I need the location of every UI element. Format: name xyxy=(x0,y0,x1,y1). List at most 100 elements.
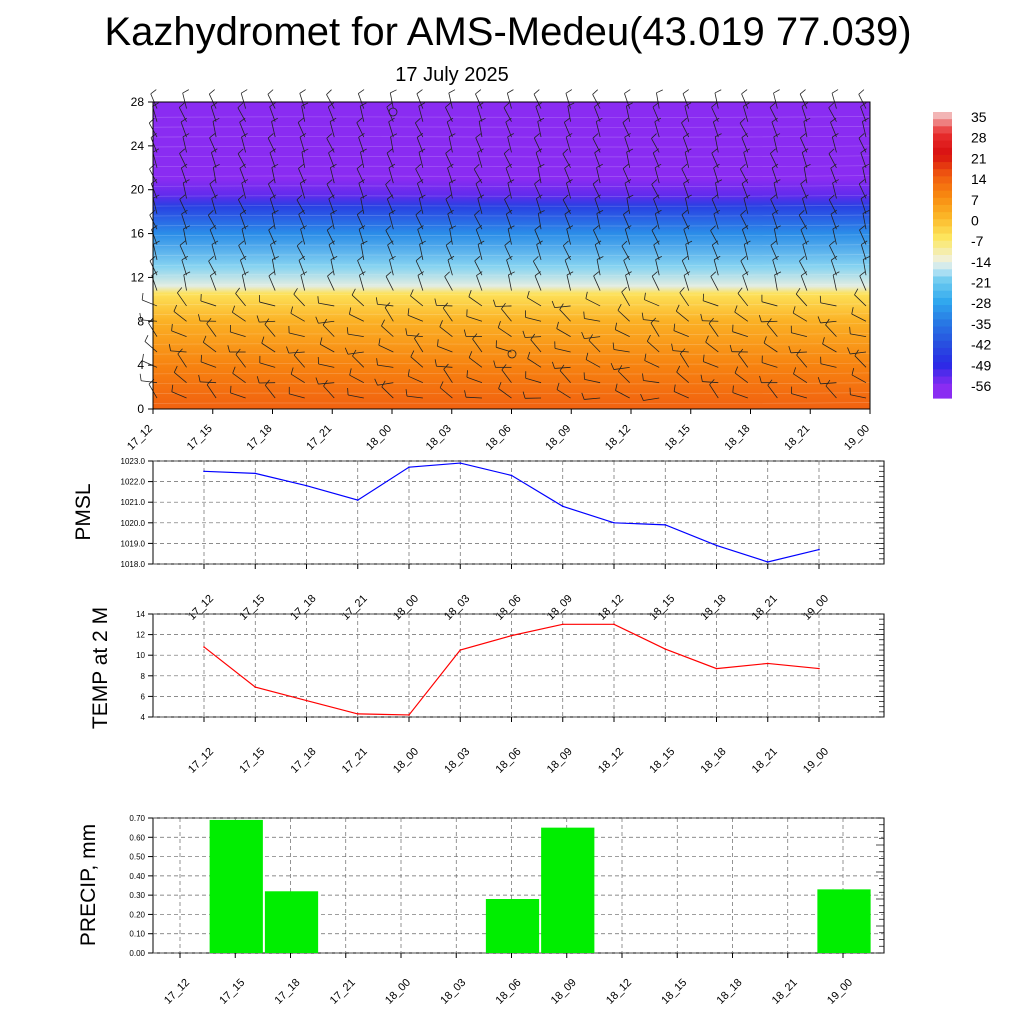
temp-ytick-label: 6 xyxy=(141,692,146,701)
precip-bar xyxy=(209,819,263,953)
heatmap-xtick-label: 19_00 xyxy=(842,423,872,453)
contour-line xyxy=(152,194,871,197)
wind-barb-column xyxy=(522,89,545,399)
colorbar-band xyxy=(933,126,952,135)
colorbar-band xyxy=(933,226,952,235)
temp-point xyxy=(715,667,718,670)
colorbar-band xyxy=(933,333,952,342)
chart-subtitle: 17 July 2025 xyxy=(395,64,509,86)
contour-line xyxy=(152,175,871,178)
temp-ytick-label: 4 xyxy=(141,713,146,722)
contour-line xyxy=(152,264,871,266)
contour-line xyxy=(152,382,871,385)
contour-line xyxy=(152,244,871,247)
contour-line xyxy=(152,116,871,118)
precip-ylabel: PRECIP, mm xyxy=(77,824,100,946)
precip-ytick-label: 0.50 xyxy=(129,853,145,862)
pmsl-point xyxy=(459,462,462,464)
pmsl-frame xyxy=(152,460,885,565)
temp-ylabel: TEMP at 2 M xyxy=(89,607,112,729)
colorbar-band xyxy=(933,347,952,356)
colorbar-band xyxy=(933,219,952,227)
precip-ytick-label: 0.40 xyxy=(129,872,145,881)
temp-ytick-label: 8 xyxy=(141,672,146,681)
heatmap-xtick-label: 17_15 xyxy=(185,423,215,453)
heatmap-ytick-label: 24 xyxy=(131,139,145,153)
pmsl-xtick-label: 18_00 xyxy=(391,593,421,623)
contour-line xyxy=(152,185,871,187)
pmsl-point xyxy=(715,544,718,547)
temp-ytick-label: 14 xyxy=(136,610,145,619)
precip-bar xyxy=(817,889,871,953)
wind-barb-column xyxy=(581,89,604,400)
heatmap-ytick-label: 28 xyxy=(131,95,145,109)
temp-xtick-label: 19_00 xyxy=(801,746,831,776)
heatmap-xtick-label: 18_06 xyxy=(484,423,514,453)
temp-xtick-label: 17_21 xyxy=(340,746,370,776)
heatmap-ytick-label: 16 xyxy=(131,227,145,241)
heatmap-ytick-label: 8 xyxy=(137,314,144,328)
contour-line xyxy=(152,342,871,345)
temp-point xyxy=(664,648,667,650)
colorbar-band xyxy=(933,233,952,242)
calm-circle xyxy=(388,107,398,117)
temp-xtick-label: 17_18 xyxy=(289,746,319,776)
wind-barb-column xyxy=(405,89,426,399)
contour-line xyxy=(152,293,871,296)
temp-point xyxy=(818,667,820,670)
precip-ytick-label: 0.30 xyxy=(129,891,145,900)
colorbar-band xyxy=(933,290,952,299)
colorbar-band xyxy=(933,162,952,170)
pmsl-xtick-label: 18_09 xyxy=(545,593,575,623)
colorbar-band xyxy=(933,204,952,213)
pmsl-xtick-label: 17_15 xyxy=(237,593,267,623)
precip-xtick-label: 18_03 xyxy=(438,977,468,1007)
wind-barb-column xyxy=(286,89,309,399)
precip-ytick-label: 0.60 xyxy=(129,833,145,842)
heatmap-xtick-label: 18_09 xyxy=(543,423,573,453)
heatmap-xtick-label: 18_00 xyxy=(364,423,394,453)
contour-line xyxy=(152,273,871,276)
precip-ytick-label: 0.70 xyxy=(129,814,145,823)
contour-line xyxy=(152,402,871,405)
colorbar-band xyxy=(933,197,952,206)
colorbar-band xyxy=(933,362,952,370)
temp-xtick-label: 18_03 xyxy=(442,746,472,776)
contour-line xyxy=(152,254,871,257)
colorbar-band xyxy=(933,240,952,249)
precip-xtick-label: 18_18 xyxy=(715,977,745,1007)
contour-line xyxy=(152,392,871,395)
colorbar-label: -14 xyxy=(971,254,991,270)
colorbar-label: -35 xyxy=(971,316,991,332)
contour-line xyxy=(152,234,871,237)
precip-xtick-label: 18_15 xyxy=(659,977,689,1007)
colorbar-band xyxy=(933,376,952,385)
heatmap-xtick-label: 18_21 xyxy=(782,423,812,453)
heatmap-xtick-label: 18_18 xyxy=(723,423,753,453)
contour-line xyxy=(152,214,871,217)
pmsl-point xyxy=(766,561,769,563)
precip-xtick-label: 17_18 xyxy=(273,977,303,1007)
temp-xtick-label: 18_09 xyxy=(545,746,575,776)
contour-line xyxy=(152,352,871,355)
precip-bar xyxy=(485,899,540,953)
temp-point xyxy=(408,714,410,716)
wind-barb-column xyxy=(671,89,693,399)
temp-xtick-label: 18_21 xyxy=(750,746,780,776)
colorbar-band xyxy=(933,119,952,127)
contour-line xyxy=(152,313,871,316)
heatmap-xtick-label: 17_18 xyxy=(245,423,275,453)
heatmap-xtick-label: 17_12 xyxy=(125,423,155,453)
colorbar-label: -28 xyxy=(971,295,991,311)
contour-line xyxy=(152,303,871,306)
pmsl-xtick-label: 18_12 xyxy=(596,593,626,623)
pmsl-point xyxy=(510,474,513,477)
colorbar-band xyxy=(933,355,952,363)
colorbar-band xyxy=(933,269,952,278)
precip-ytick-label: 0.20 xyxy=(129,910,145,919)
colorbar-band xyxy=(933,112,952,120)
pmsl-xtick-label: 17_18 xyxy=(289,593,319,623)
pmsl-xtick-label: 17_12 xyxy=(186,593,216,623)
colorbar-band xyxy=(933,297,952,306)
pmsl-ytick-label: 1019.0 xyxy=(121,539,146,548)
